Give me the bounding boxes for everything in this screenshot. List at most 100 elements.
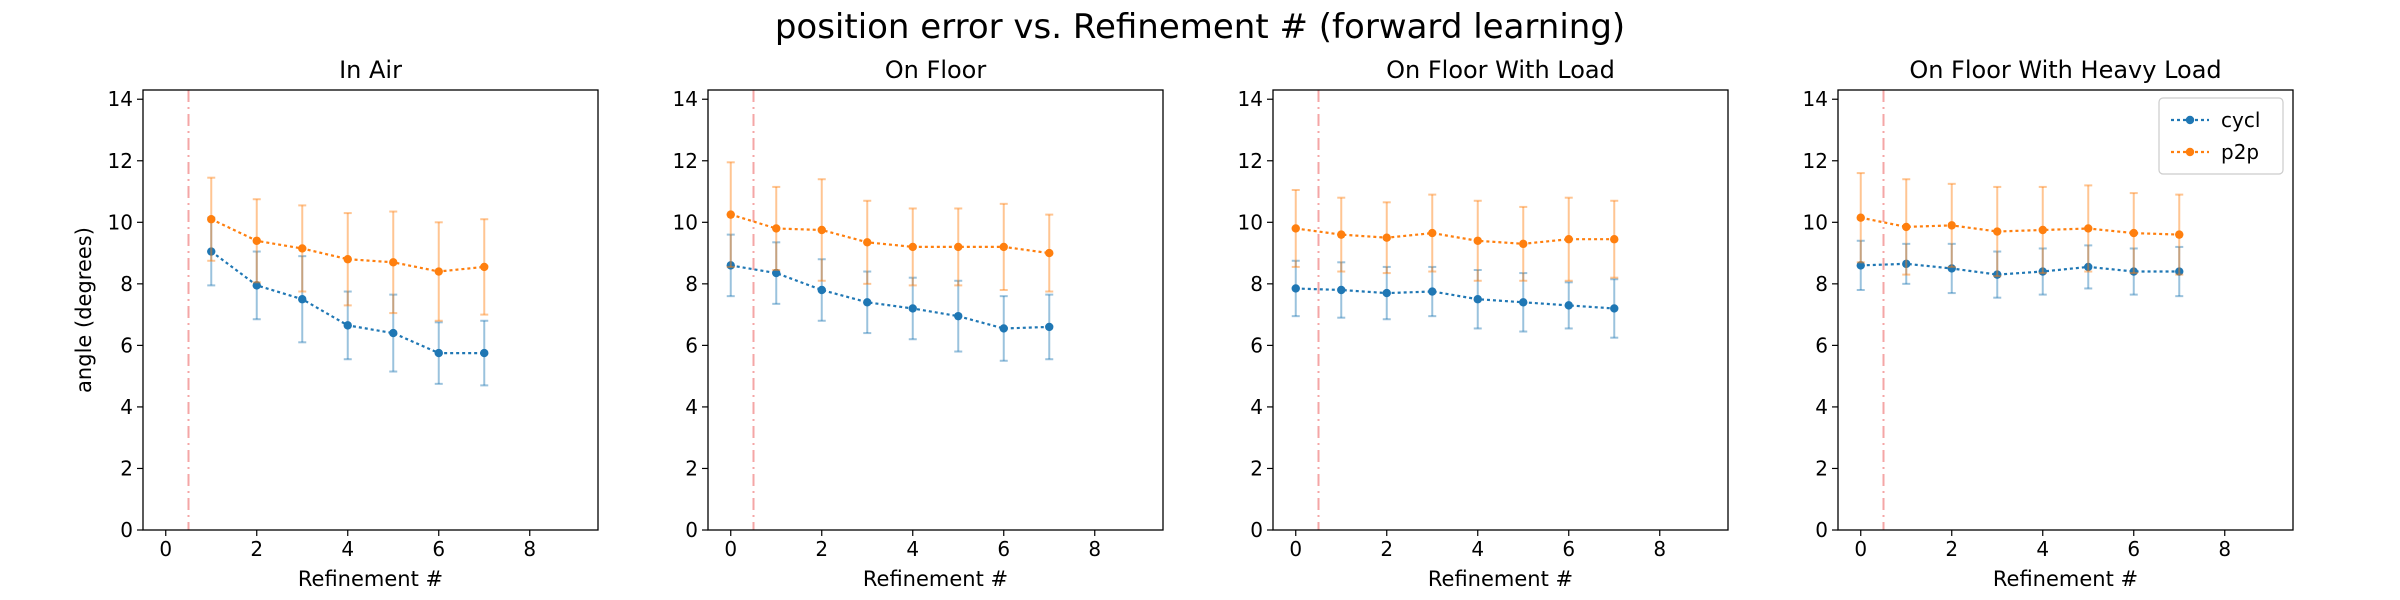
subplot-title: On Floor With Heavy Load	[1909, 56, 2221, 84]
data-point	[908, 242, 917, 252]
series-p2p	[207, 176, 489, 322]
y-tick-label: 10	[1803, 210, 1828, 234]
series-cycl	[726, 233, 1054, 362]
data-point	[1902, 222, 1911, 232]
x-tick-label: 4	[906, 537, 919, 561]
data-point	[2084, 262, 2093, 272]
data-point	[1382, 288, 1391, 298]
x-tick-label: 0	[1289, 537, 1302, 561]
figure-title: position error vs. Refinement # (forward…	[775, 7, 1625, 47]
y-tick-label: 2	[120, 456, 133, 480]
data-point	[2038, 267, 2047, 276]
data-point	[2084, 224, 2093, 233]
y-tick-label: 6	[1250, 333, 1263, 357]
subplot-1: In Air 0 2 4 6 8 0 2 4 6 8 10 12 14 Refinement # angle …	[72, 56, 599, 591]
data-point	[1902, 259, 1911, 269]
data-point	[1291, 284, 1300, 293]
x-axis-label: Refinement #	[863, 567, 1008, 591]
x-tick-label: 0	[724, 537, 737, 561]
y-tick-label: 12	[673, 149, 698, 173]
data-point	[389, 258, 398, 267]
data-point	[1428, 287, 1437, 296]
subplot-3: On Floor With Load 0 2 4 6 8 0 2 4 6 8 10 12 14 Refine…	[1238, 56, 1729, 591]
y-tick-label: 0	[1250, 518, 1263, 542]
data-point	[1337, 230, 1346, 239]
data-point	[2038, 225, 2047, 235]
legend-label: cycl	[2221, 108, 2260, 132]
data-point	[1993, 270, 2002, 279]
series-line	[1860, 216, 2180, 236]
y-tick-label: 6	[120, 333, 133, 357]
data-point	[1473, 236, 1482, 245]
data-point	[1856, 261, 1865, 270]
x-tick-label: 4	[2036, 537, 2049, 561]
y-tick-label: 0	[1815, 518, 1828, 542]
y-tick-label: 8	[1250, 272, 1263, 296]
y-tick-label: 2	[1815, 456, 1828, 480]
x-axis-label: Refinement #	[1993, 567, 2138, 591]
plot-frame	[1837, 89, 2294, 531]
data-point	[772, 268, 781, 278]
data-point	[252, 236, 261, 245]
data-point	[1564, 235, 1573, 244]
data-point	[954, 242, 963, 252]
legend: cycl p2p	[2158, 97, 2284, 175]
y-tick-label: 12	[108, 149, 133, 173]
y-tick-label: 4	[120, 395, 133, 419]
data-point	[2175, 267, 2184, 276]
x-tick-label: 8	[1653, 537, 1666, 561]
data-point	[1993, 227, 2002, 236]
data-point	[954, 311, 963, 321]
data-point	[434, 267, 443, 276]
series-cycl	[207, 216, 489, 387]
data-point	[2129, 228, 2138, 238]
data-point	[1382, 233, 1391, 242]
data-point	[726, 261, 735, 270]
x-tick-label: 2	[250, 537, 263, 561]
data-point	[480, 262, 489, 272]
data-point	[480, 348, 489, 358]
data-point	[1519, 239, 1528, 249]
data-point	[1291, 224, 1300, 233]
series-cycl	[1291, 259, 1619, 339]
subplot-title: In Air	[339, 56, 402, 84]
legend-swatch-marker	[2185, 115, 2195, 125]
data-point	[1610, 304, 1619, 313]
y-tick-label: 4	[685, 395, 698, 419]
series-line	[730, 264, 1050, 330]
y-tick-label: 14	[673, 87, 698, 111]
y-tick-label: 14	[1238, 87, 1263, 111]
y-tick-label: 10	[673, 210, 698, 234]
y-tick-label: 2	[685, 456, 698, 480]
x-tick-label: 8	[2218, 537, 2231, 561]
data-point	[1045, 322, 1054, 332]
subplot-2: On Floor 0 2 4 6 8 0 2 4 6 8 10 12 14 Refinement #	[673, 56, 1164, 591]
series-line	[730, 213, 1050, 255]
x-tick-label: 0	[1854, 537, 1867, 561]
plot-frame	[142, 89, 599, 531]
data-point	[298, 295, 307, 304]
data-point	[1045, 248, 1054, 258]
y-tick-label: 12	[1238, 149, 1263, 173]
y-tick-label: 6	[685, 333, 698, 357]
x-tick-label: 6	[997, 537, 1010, 561]
series-p2p	[726, 161, 1054, 293]
x-tick-label: 2	[1945, 537, 1958, 561]
data-point	[817, 285, 826, 295]
data-point	[207, 215, 216, 224]
x-tick-label: 6	[1562, 537, 1575, 561]
data-point	[343, 321, 352, 330]
data-point	[252, 281, 261, 290]
data-point	[863, 298, 872, 307]
x-tick-label: 4	[1471, 537, 1484, 561]
plot-frame	[707, 89, 1164, 531]
data-point	[726, 210, 735, 219]
y-tick-label: 0	[120, 518, 133, 542]
legend-swatch-marker	[2185, 147, 2195, 157]
data-point	[343, 255, 352, 264]
y-tick-label: 6	[1815, 333, 1828, 357]
x-axis-label: Refinement #	[1428, 567, 1573, 591]
series-p2p	[1291, 189, 1619, 282]
series-cycl	[1856, 239, 2184, 299]
series-line	[1860, 262, 2180, 276]
